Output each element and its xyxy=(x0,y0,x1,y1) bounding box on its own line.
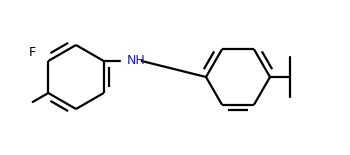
Text: F: F xyxy=(29,46,36,58)
Text: NH: NH xyxy=(127,53,146,66)
